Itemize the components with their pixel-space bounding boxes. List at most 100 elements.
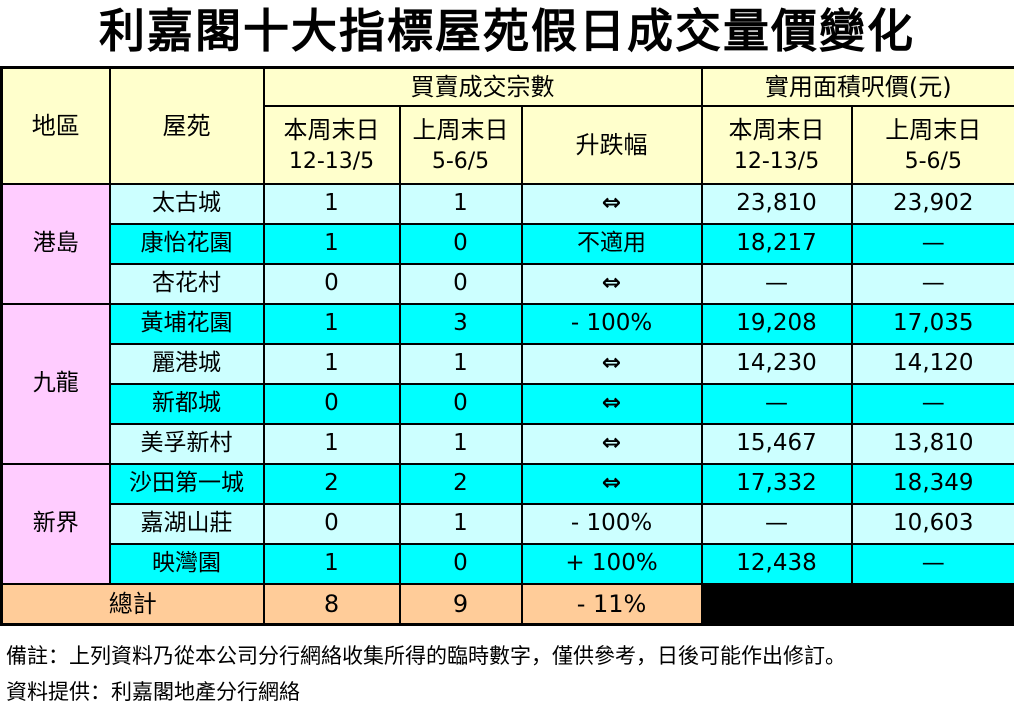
count-last-week-cell: 0 <box>398 262 523 305</box>
change-cell: ⇔ <box>520 382 703 425</box>
estate-cell: 映灣園 <box>108 542 265 585</box>
count-last-week-cell: 0 <box>398 542 523 585</box>
price-this-week-cell: — <box>700 502 853 545</box>
district-cell: 港島 <box>0 182 111 305</box>
estate-cell: 美孚新村 <box>108 422 265 465</box>
count-last-week-cell: 1 <box>398 422 523 465</box>
table-row: 杏花村 0 0 ⇔ — — <box>2 262 1014 305</box>
count-this-week-cell: 0 <box>262 262 401 305</box>
footnote-source: 資料提供：利嘉閣地產分行網絡 <box>6 680 300 705</box>
header-period-label: 上周末日 <box>412 115 509 144</box>
price-last-week-cell: 14,120 <box>850 342 1014 385</box>
district-cell: 新界 <box>0 462 111 585</box>
change-cell: ⇔ <box>520 262 703 305</box>
header-row-groups: 地區 屋苑 買賣成交宗數 實用面積呎價(元) <box>0 66 1014 185</box>
price-last-week-cell: 23,902 <box>850 182 1014 225</box>
table-row: 新都城 0 0 ⇔ — — <box>2 382 1014 425</box>
header-transactions-group: 買賣成交宗數 <box>262 66 703 107</box>
price-this-week-cell: — <box>700 382 853 425</box>
total-count-last-week-cell: 9 <box>398 582 523 626</box>
header-period-date: 12-13/5 <box>288 148 375 174</box>
header-period-label: 本周末日 <box>283 115 380 144</box>
change-cell: ⇔ <box>520 422 703 465</box>
price-this-week-cell: 14,230 <box>700 342 853 385</box>
count-this-week-cell: 0 <box>262 382 401 425</box>
header-period-date: 5-6/5 <box>904 148 962 174</box>
header-price-this-weekend: 本周末日 12-13/5 <box>700 104 853 185</box>
header-period-date: 12-13/5 <box>733 148 820 174</box>
price-this-week-cell: — <box>700 262 853 305</box>
price-this-week-cell: 15,467 <box>700 422 853 465</box>
price-this-week-cell: 23,810 <box>700 182 853 225</box>
table-row: 港島 太古城 1 1 ⇔ 23,810 23,902 <box>0 182 1014 305</box>
count-last-week-cell: 1 <box>398 342 523 385</box>
price-this-week-cell: 19,208 <box>700 302 853 345</box>
table-row: 康怡花園 1 0 不適用 18,217 — <box>2 222 1014 265</box>
price-last-week-cell: — <box>850 382 1014 425</box>
estate-cell: 杏花村 <box>108 262 265 305</box>
estate-cell: 康怡花園 <box>108 222 265 265</box>
header-change: 升跌幅 <box>520 104 703 185</box>
district-cell: 九龍 <box>0 302 111 465</box>
header-estate: 屋苑 <box>108 66 265 185</box>
total-label-cell: 總計 <box>0 582 265 626</box>
total-change-cell: - 11% <box>520 582 703 626</box>
page-title: 利嘉閣十大指標屋苑假日成交量價變化 <box>99 4 915 58</box>
price-last-week-cell: 18,349 <box>850 462 1014 505</box>
estate-cell: 新都城 <box>108 382 265 425</box>
count-last-week-cell: 3 <box>398 302 523 345</box>
header-period-date: 5-6/5 <box>431 148 490 174</box>
price-last-week-cell: — <box>850 542 1014 585</box>
change-cell: 不適用 <box>520 222 703 265</box>
change-cell: ⇔ <box>520 182 703 225</box>
estate-cell: 太古城 <box>108 182 265 225</box>
count-this-week-cell: 1 <box>262 302 401 345</box>
estate-cell: 嘉湖山莊 <box>108 502 265 545</box>
table-row: 麗港城 1 1 ⇔ 14,230 14,120 <box>2 342 1014 385</box>
price-this-week-cell: 18,217 <box>700 222 853 265</box>
count-this-week-cell: 1 <box>262 222 401 265</box>
estate-cell: 沙田第一城 <box>108 462 265 505</box>
table-row: 映灣園 1 0 + 100% 12,438 — <box>2 542 1014 585</box>
total-count-this-week-cell: 8 <box>262 582 401 626</box>
price-last-week-cell: 10,603 <box>850 502 1014 545</box>
price-this-week-cell: 12,438 <box>700 542 853 585</box>
count-last-week-cell: 0 <box>398 382 523 425</box>
table-row: 九龍 黃埔花園 1 3 - 100% 19,208 17,035 <box>0 302 1014 465</box>
table-row: 美孚新村 1 1 ⇔ 15,467 13,810 <box>2 422 1014 465</box>
price-last-week-cell: 17,035 <box>850 302 1014 345</box>
header-row-periods: 本周末日 12-13/5 上周末日 5-6/5 升跌幅 本周末日 12-13/5… <box>2 104 1014 185</box>
change-cell: - 100% <box>520 302 703 345</box>
count-last-week-cell: 1 <box>398 182 523 225</box>
total-blank-cell <box>700 582 1014 626</box>
table-row: 嘉湖山莊 0 1 - 100% — 10,603 <box>2 502 1014 545</box>
change-cell: ⇔ <box>520 462 703 505</box>
header-period-label: 本周末日 <box>728 115 825 144</box>
count-last-week-cell: 0 <box>398 222 523 265</box>
estates-table: 地區 屋苑 買賣成交宗數 實用面積呎價(元) 本周末日 12-13/5 上周末日… <box>0 65 1014 626</box>
count-this-week-cell: 1 <box>262 542 401 585</box>
footnote-note: 備註：上列資料乃從本公司分行網絡收集所得的臨時數字，僅供參考，日後可能作出修訂。 <box>6 643 846 668</box>
price-last-week-cell: 13,810 <box>850 422 1014 465</box>
change-cell: + 100% <box>520 542 703 585</box>
price-this-week-cell: 17,332 <box>700 462 853 505</box>
header-price-group: 實用面積呎價(元) <box>700 66 1014 107</box>
count-this-week-cell: 1 <box>262 422 401 465</box>
change-cell: - 100% <box>520 502 703 545</box>
count-this-week-cell: 2 <box>262 462 401 505</box>
header-price-last-weekend: 上周末日 5-6/5 <box>850 104 1014 185</box>
estate-cell: 麗港城 <box>108 342 265 385</box>
total-row: 總計 8 9 - 11% <box>0 582 1014 626</box>
header-count-last-weekend: 上周末日 5-6/5 <box>398 104 523 185</box>
price-last-week-cell: — <box>850 222 1014 265</box>
count-this-week-cell: 1 <box>262 342 401 385</box>
count-last-week-cell: 1 <box>398 502 523 545</box>
change-cell: ⇔ <box>520 342 703 385</box>
header-district: 地區 <box>0 66 111 185</box>
estate-cell: 黃埔花園 <box>108 302 265 345</box>
header-count-this-weekend: 本周末日 12-13/5 <box>262 104 401 185</box>
count-this-week-cell: 0 <box>262 502 401 545</box>
count-last-week-cell: 2 <box>398 462 523 505</box>
count-this-week-cell: 1 <box>262 182 401 225</box>
